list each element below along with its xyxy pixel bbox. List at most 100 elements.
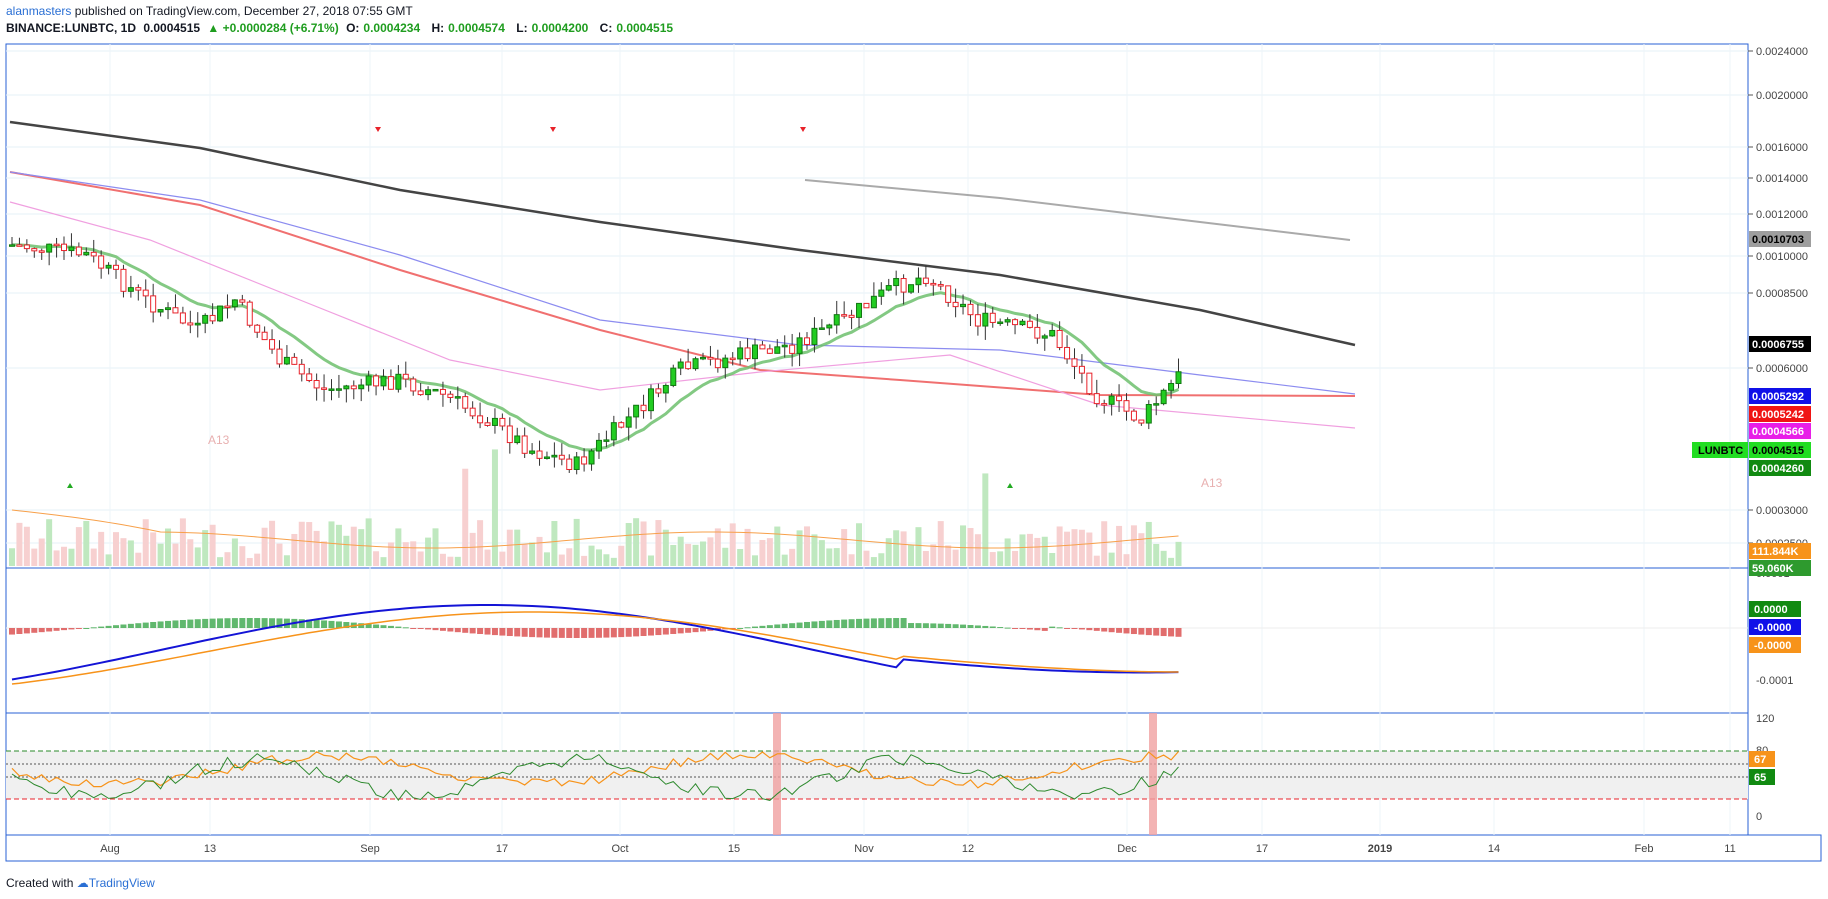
candle-body <box>321 387 328 390</box>
volume-bar <box>603 554 610 566</box>
macd-histogram-bar <box>90 627 97 629</box>
macd-histogram-bar <box>558 628 565 638</box>
candle-body <box>699 356 706 360</box>
volume-bar <box>752 555 758 566</box>
candle-body <box>202 314 209 324</box>
volume-bar <box>588 545 595 566</box>
candle-body <box>373 375 380 387</box>
high-label: H: <box>431 21 445 35</box>
volume-bar <box>655 520 662 566</box>
macd-histogram-bar <box>484 628 491 635</box>
symbol-tag <box>1692 442 1748 458</box>
candle-body <box>945 285 952 303</box>
volume-bar <box>699 541 706 566</box>
candle-body <box>885 285 892 291</box>
volume-bar <box>625 523 632 566</box>
candle-body <box>350 385 357 390</box>
macd-histogram-bar <box>618 628 625 638</box>
low-value: 0.0004200 <box>531 21 589 35</box>
volume-bar <box>387 542 394 566</box>
volume-bar <box>9 548 15 566</box>
candle-body <box>610 422 617 441</box>
macd-histogram-bar <box>98 626 105 628</box>
macd-histogram-bar <box>878 618 885 628</box>
macd-histogram-bar <box>670 628 677 634</box>
volume-bar <box>150 532 157 566</box>
volume-bar <box>1041 536 1048 566</box>
volume-bars <box>9 449 1182 566</box>
candle-body <box>246 301 253 326</box>
volume-bar <box>68 548 75 566</box>
grid <box>6 44 1748 835</box>
volume-bar <box>209 524 216 566</box>
candle-body <box>1049 329 1056 337</box>
price-tag-label: 111.844K <box>1752 546 1799 558</box>
candle-body <box>1041 335 1048 339</box>
macd-histogram-bar <box>521 628 528 637</box>
volume-bar <box>885 538 892 566</box>
candle-body <box>261 331 268 341</box>
candle-body <box>937 284 944 287</box>
macd-histogram-bar <box>581 628 588 638</box>
volume-bar <box>856 523 863 566</box>
candle-body <box>729 357 736 361</box>
macd-histogram-bar <box>841 619 848 628</box>
symbol-label[interactable]: BINANCE:LUNBTC, 1D <box>6 21 136 35</box>
macd-histogram-bar <box>454 628 461 633</box>
volume-bar <box>90 548 97 566</box>
macd-histogram-bar <box>893 618 900 628</box>
time-axis[interactable]: Aug 13 Sep 17 Oct 15 Nov 12 Dec 17 2019 14 Feb 11 <box>100 843 1736 855</box>
candle-body <box>187 322 194 326</box>
candle-body <box>647 388 654 412</box>
candle-body <box>878 289 885 297</box>
volume-bar <box>863 550 870 566</box>
macd-histogram-bar <box>1168 628 1175 637</box>
macd-histogram-bar <box>1019 628 1026 629</box>
macd-histogram-bar <box>38 628 45 633</box>
high-value: 0.0004574 <box>448 21 505 35</box>
volume-bar <box>283 555 290 566</box>
macd-histogram-bar <box>261 618 268 628</box>
candle-body <box>157 309 164 313</box>
candle-body <box>789 344 796 354</box>
volume-bar <box>848 554 855 566</box>
volume-bar <box>930 544 937 566</box>
tradingview-logo-icon[interactable]: ☁ <box>76 876 89 890</box>
candle-body <box>960 303 967 308</box>
candle-body <box>402 373 409 380</box>
price-tag <box>1749 406 1811 422</box>
author-link[interactable]: alanmasters <box>6 4 72 18</box>
volume-bar <box>172 543 179 566</box>
candle-body <box>1145 403 1152 424</box>
price-tick-label: 0.0003000 <box>1756 505 1808 517</box>
volume-bar <box>1160 550 1167 566</box>
time-axis-bar[interactable] <box>5 834 1822 862</box>
volume-bar <box>878 553 885 566</box>
volume-ma-line <box>11 509 1179 549</box>
candle-body <box>90 251 97 257</box>
candle-body <box>722 357 729 369</box>
macd-tag-label: -0.0000 <box>1754 622 1791 634</box>
candle-body <box>16 244 23 247</box>
ema-20-line <box>11 243 1180 452</box>
candle-body <box>380 376 387 387</box>
candle-body <box>9 244 15 247</box>
volume-bar <box>321 541 328 566</box>
macd-histogram-bar <box>343 622 350 628</box>
macd-histogram-bar <box>217 618 224 628</box>
tradingview-brand[interactable]: TradingView <box>88 876 155 890</box>
macd-histogram-bar <box>974 625 981 628</box>
macd-histogram-bar <box>172 620 179 628</box>
volume-bar <box>142 519 149 566</box>
macd-histogram-bar <box>625 628 632 637</box>
rsi-tag-label: 67 <box>1754 754 1766 766</box>
macd-histogram-bar <box>603 628 610 638</box>
volume-bar <box>766 538 773 566</box>
volume-bar <box>521 544 528 566</box>
volume-bar <box>722 547 729 566</box>
volume-bar <box>922 550 929 566</box>
candle-body <box>75 246 82 256</box>
candle-body <box>774 346 781 354</box>
main-pane[interactable] <box>5 43 1749 569</box>
